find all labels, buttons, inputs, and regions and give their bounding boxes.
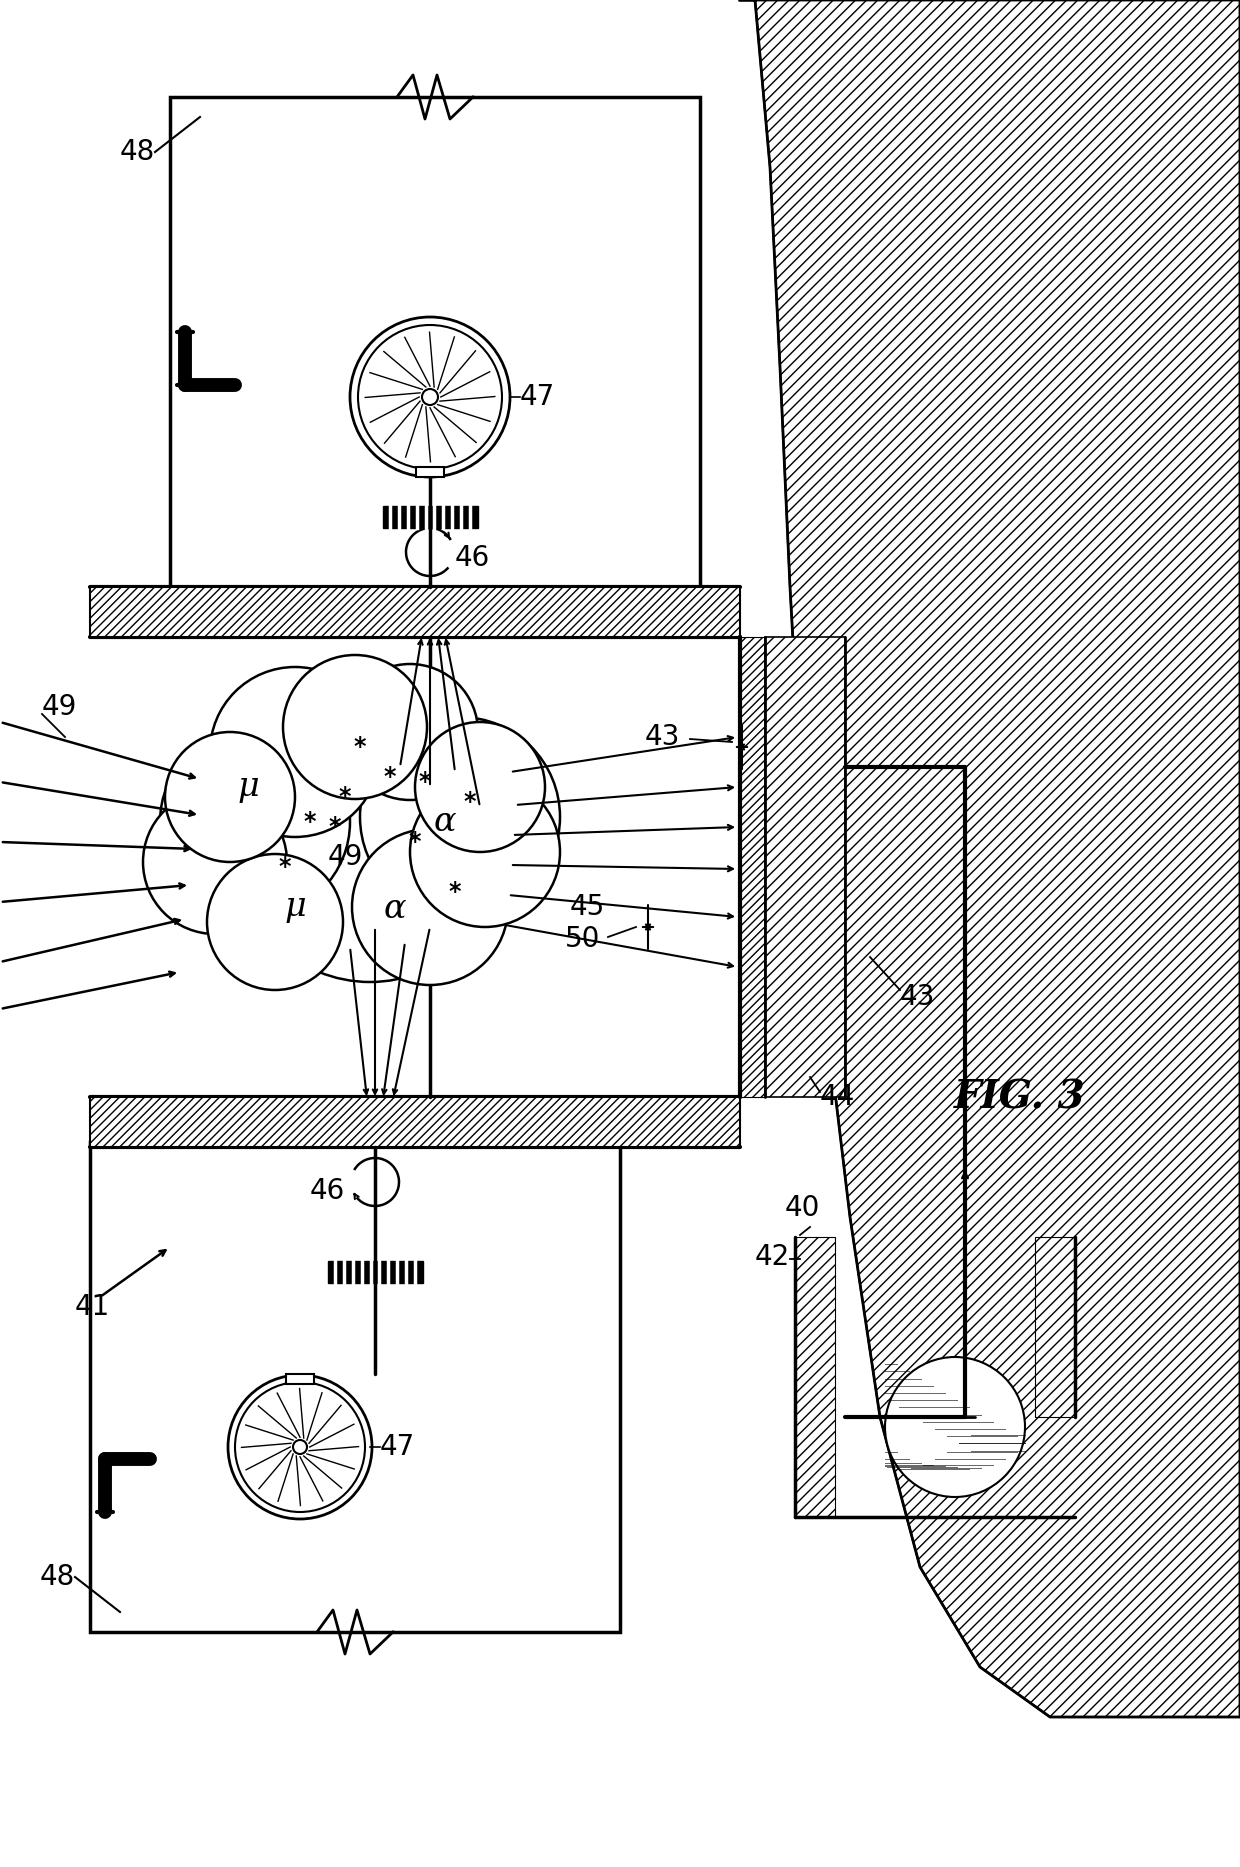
Text: 48: 48	[40, 1563, 74, 1591]
Text: 45: 45	[569, 892, 605, 920]
Bar	[286, 1374, 314, 1383]
Text: 47: 47	[379, 1434, 415, 1462]
Bar	[415, 467, 444, 476]
Text: *: *	[329, 816, 341, 838]
Bar	[91, 1143, 620, 1632]
Circle shape	[410, 777, 560, 928]
Circle shape	[283, 655, 427, 799]
Circle shape	[360, 717, 560, 917]
Circle shape	[143, 790, 286, 934]
Bar	[765, 637, 844, 1098]
Text: α: α	[434, 807, 456, 838]
Circle shape	[415, 723, 546, 851]
Text: *: *	[353, 736, 366, 760]
Text: μ: μ	[237, 771, 259, 803]
Bar	[329, 1260, 423, 1283]
Text: *: *	[304, 810, 316, 835]
Bar	[1035, 1238, 1075, 1417]
Text: 49: 49	[327, 844, 362, 872]
Text: *: *	[339, 784, 351, 808]
Text: *: *	[383, 765, 397, 790]
Circle shape	[207, 853, 343, 990]
Text: 46: 46	[455, 543, 490, 571]
Bar	[91, 1098, 740, 1146]
Text: 42: 42	[755, 1243, 790, 1271]
Circle shape	[885, 1357, 1025, 1497]
Bar	[740, 637, 765, 1098]
Bar	[383, 506, 477, 528]
Text: μ: μ	[284, 891, 306, 922]
Circle shape	[352, 829, 508, 986]
Text: 46: 46	[310, 1176, 345, 1204]
Circle shape	[342, 665, 477, 799]
Text: *: *	[409, 831, 422, 853]
Text: 41: 41	[74, 1294, 110, 1322]
Circle shape	[165, 732, 295, 863]
Bar	[91, 586, 740, 637]
Text: 49: 49	[42, 693, 77, 721]
Circle shape	[210, 667, 379, 836]
Circle shape	[236, 1382, 365, 1512]
Text: 43: 43	[645, 723, 680, 751]
Text: 43: 43	[900, 984, 935, 1012]
Bar	[795, 1238, 835, 1518]
Text: FIG. 3: FIG. 3	[955, 1077, 1086, 1116]
Bar	[170, 97, 701, 586]
Circle shape	[422, 388, 438, 405]
Text: 48: 48	[120, 138, 155, 166]
Text: 50: 50	[564, 924, 600, 952]
Circle shape	[160, 726, 350, 917]
Text: 40: 40	[785, 1195, 821, 1223]
Text: *: *	[449, 879, 461, 904]
Text: 47: 47	[520, 383, 556, 411]
Circle shape	[236, 711, 505, 982]
Text: *: *	[464, 790, 476, 814]
Text: *: *	[279, 855, 291, 879]
Circle shape	[358, 325, 502, 469]
Circle shape	[293, 1439, 308, 1454]
Text: α: α	[383, 892, 407, 924]
Text: 44: 44	[820, 1083, 856, 1111]
Text: *: *	[419, 769, 432, 793]
Polygon shape	[740, 0, 1240, 1718]
